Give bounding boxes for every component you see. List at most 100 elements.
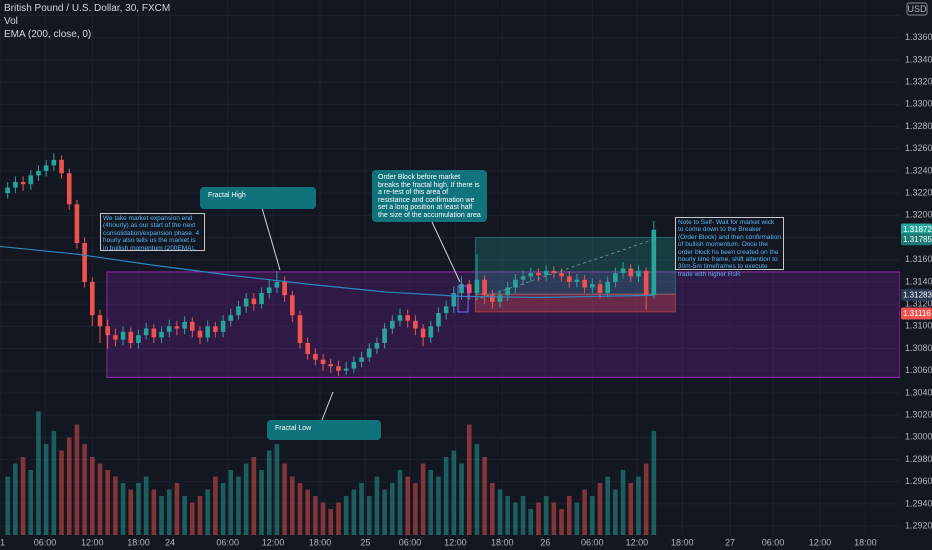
volume-bar [428,470,434,535]
volume-bar [236,476,241,535]
volume-bar [182,496,187,535]
indicator-label: EMA (200, close, 0) [4,29,92,40]
volume-bar [482,457,487,535]
volume-bar [36,411,41,535]
candle-body [74,204,80,244]
zones [106,237,901,378]
volume-bar [266,450,272,535]
candle-body [636,270,641,277]
x-tick-label: 21 [0,537,5,547]
candle-body [574,279,580,282]
candle-body [543,270,549,276]
volume-bar [151,489,157,535]
volume-bar [251,457,257,535]
candle-body [220,320,226,332]
x-tick-label: 18:00 [309,537,332,547]
candle-body [551,270,557,274]
x-tick-label: 12:00 [626,537,649,547]
volume-bar [643,463,649,535]
candle-body [590,284,595,288]
candle-body [266,287,272,294]
volume-bar [274,444,280,535]
candle-body [197,330,203,338]
currency-box [906,2,928,16]
currency: USD [907,4,927,14]
volume-bar [82,444,87,535]
candle-body [320,359,326,365]
candle-body [166,326,172,332]
price-badge [901,233,932,246]
candle-body [651,229,657,296]
candle-body [190,321,195,331]
price-badge-label: 1.31872 [903,225,932,234]
candle-body [513,279,518,288]
x-tick-label: 12:00 [262,537,285,547]
x-tick-label: 06:00 [216,537,239,547]
candle-body [428,326,434,338]
volume-bar [13,463,18,535]
x-tick-label: 18:00 [491,537,514,547]
volume-bar [320,502,326,535]
candle-body [474,279,480,294]
volume-bar [582,489,587,535]
candle-body [66,173,72,205]
candle-body [420,328,426,338]
volume-bar [243,463,249,535]
candle-body [236,306,241,316]
y-tick-label: 1.32800 [905,121,932,131]
candle-body [274,281,280,288]
y-tick-label: 1.33600 [905,32,932,42]
candle-body [290,295,295,316]
candle-body [174,326,180,329]
zone [474,293,676,313]
candle-body [628,268,634,277]
y-tick-label: 1.31000 [905,321,932,331]
volume-bar [228,470,234,535]
candle-body [313,354,318,360]
candle-body [113,335,118,340]
price-badge [901,223,932,236]
candle-body [251,298,257,305]
candle-body [259,293,264,305]
candles [0,153,657,377]
y-tick-label: 1.29200 [905,520,932,530]
volume-bar [405,476,410,535]
candle-body [397,315,403,321]
candle-body [405,315,410,321]
volume-bar [451,450,457,535]
volume-bar [359,483,364,535]
candle-body [13,182,18,188]
volume-bar [159,496,164,535]
y-tick-label: 1.32200 [905,188,932,198]
x-tick-label: 18:00 [127,537,150,547]
x-tick-label: 25 [360,537,370,547]
candle-body [297,315,303,343]
volume-bar [105,470,110,535]
y-tick-label: 1.31400 [905,276,932,286]
volume-bar [490,483,495,535]
candle-body [536,273,541,276]
price-badge-label: 1.31116 [903,309,931,318]
x-tick-label: 06:00 [399,537,422,547]
time-axis-bg [0,535,932,550]
volume-bar [28,470,34,535]
volume-bar [197,496,203,535]
candle-body [51,159,57,166]
x-tick-label: 12:00 [444,537,467,547]
pointer [321,391,334,421]
candle-body [605,281,610,294]
candle-body [382,328,387,343]
candle-body [528,273,534,277]
price-badge [901,288,932,301]
candle-body [566,276,572,282]
candle-body [213,326,218,332]
candle-body [443,306,449,314]
y-tick-label: 1.33000 [905,99,932,109]
volume-bar [497,489,503,535]
candle-body [374,342,380,349]
x-tick-label: 06:00 [581,537,604,547]
volume-bar [397,470,403,535]
candle-body [20,182,26,185]
